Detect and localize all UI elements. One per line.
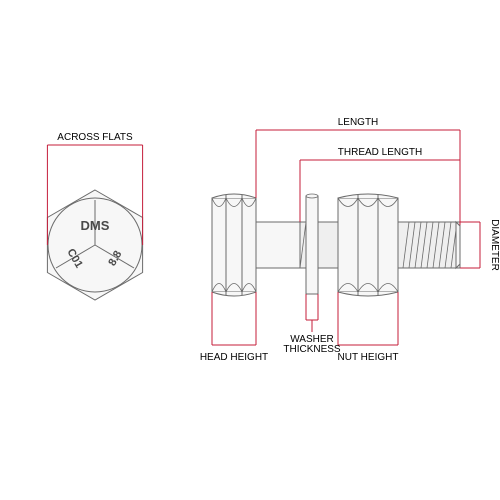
bolt-diagram: DMS C01 8.8 ACROSS FLATS — [0, 0, 500, 500]
bolt-side-view — [212, 194, 460, 296]
label-diameter: DIAMETER — [489, 219, 500, 271]
hex-head-front: DMS C01 8.8 — [47, 190, 142, 300]
label-thread-length: THREAD LENGTH — [338, 147, 422, 158]
bolt-head-side — [212, 194, 256, 296]
label-length: LENGTH — [338, 117, 379, 128]
label-across-flats: ACROSS FLATS — [57, 132, 133, 143]
label-nut-height: NUT HEIGHT — [338, 352, 399, 363]
label-washer-thickness-2: THICKNESS — [283, 344, 341, 355]
label-head-height: HEAD HEIGHT — [200, 352, 268, 363]
bolt-shank — [256, 222, 300, 268]
head-marking-top: DMS — [81, 218, 110, 233]
nut-side — [338, 194, 398, 296]
washer-side — [306, 194, 318, 294]
